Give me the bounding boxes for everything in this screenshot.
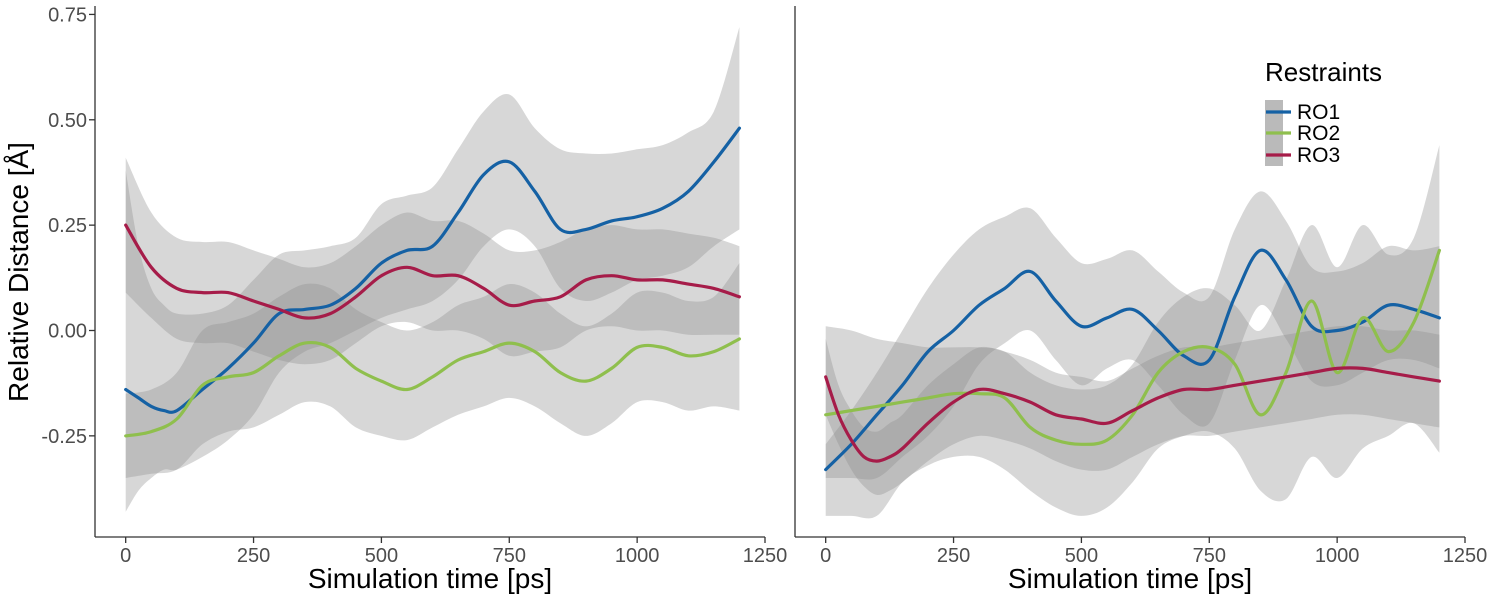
left-panel-x-tick-label: 750 — [493, 545, 526, 567]
right-panel-x-tick-label: 250 — [937, 545, 970, 567]
right-panel-x-tick-label: 1000 — [1315, 545, 1360, 567]
right-panel-line-ro1 — [824, 248, 1441, 472]
right-panel-lines — [824, 248, 1441, 472]
right-panel-x-axis-title: Simulation time [ps] — [1008, 563, 1252, 594]
right-panel-band-ro1 — [825, 191, 1440, 480]
left-panel-line-ro3 — [124, 223, 741, 320]
right-panel-band-ro2 — [825, 145, 1440, 519]
right-panel: 0 250 500 750 1000 1250 Simulation time [ps] — [794, 6, 1487, 594]
right-panel-x-tick-label: 1250 — [1443, 545, 1488, 567]
legend-title: Restraints — [1265, 57, 1382, 87]
right-panel-x-tick-label: 750 — [1193, 545, 1226, 567]
left-panel-band-ro2 — [125, 263, 740, 478]
left-panel-line-ro2 — [124, 337, 741, 438]
legend-label-ro3: RO3 — [1297, 144, 1340, 167]
right-panel-bands — [825, 145, 1440, 519]
right-panel-x-tick-label: 500 — [1065, 545, 1098, 567]
left-panel-y-tick-label: 0.75 — [48, 4, 87, 26]
left-panel-x-axis-title: Simulation time [ps] — [308, 563, 552, 594]
left-panel-x-tick-label: 1000 — [615, 545, 660, 567]
left-panel-band-ro1 — [125, 27, 740, 512]
left-panel-x-tick-label: 0 — [120, 545, 131, 567]
left-panel-y-tick-label: 0.00 — [48, 321, 87, 343]
right-panel-x-tick-label: 0 — [820, 545, 831, 567]
left-panel-y-axis-title: Relative Distance [Å] — [3, 142, 34, 402]
left-panel-x-tick-label: 1250 — [743, 545, 788, 567]
left-panel-y-ticks: -0.25 0.00 0.25 0.50 0.75 — [41, 4, 95, 448]
left-panel-y-tick-label: 0.25 — [48, 215, 87, 237]
right-panel-line-ro3 — [824, 366, 1441, 463]
left-panel-y-tick-label: 0.50 — [48, 110, 87, 132]
left-panel-line-ro1 — [124, 126, 741, 414]
right-panel-line-ro2 — [824, 248, 1441, 446]
legend-label-ro2: RO2 — [1297, 122, 1340, 145]
left-panel-x-tick-label: 500 — [365, 545, 398, 567]
left-panel-y-tick-label: -0.25 — [41, 426, 87, 448]
left-panel-bands — [125, 27, 740, 512]
right-panel-x-ticks: 0 250 500 750 1000 1250 — [820, 537, 1487, 567]
left-panel-x-ticks: 0 250 500 750 1000 1250 — [120, 537, 787, 567]
legend-label-ro1: RO1 — [1297, 101, 1340, 124]
left-panel-lines — [124, 126, 741, 438]
left-panel: 0 250 500 750 1000 1250 -0.25 0.00 0.25 0.50 0.75… — [3, 4, 787, 594]
left-panel-x-tick-label: 250 — [237, 545, 270, 567]
